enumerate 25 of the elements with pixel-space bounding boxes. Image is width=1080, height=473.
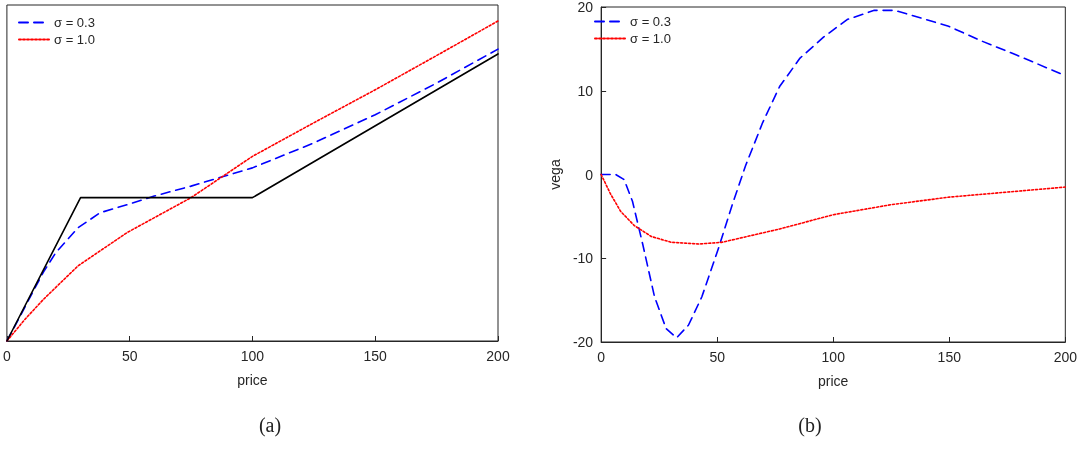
x-tick-label: 150 <box>937 349 962 365</box>
y-axis-title: vega <box>547 159 563 190</box>
y-tick-label: -20 <box>572 334 594 350</box>
x-axis-title: price <box>818 373 849 389</box>
x-tick-label: 200 <box>486 348 510 364</box>
y-tick-label: 20 <box>577 0 594 15</box>
x-tick-label: 100 <box>240 348 265 364</box>
text: (b) <box>797 414 823 437</box>
y-tick-label: -10 <box>572 250 594 267</box>
y-tick-label: 10 <box>577 82 594 99</box>
x-tick-label: 150 <box>363 348 388 364</box>
y-tick-label: 0 <box>585 166 594 183</box>
legend-label: σ = 1.0 <box>630 31 671 46</box>
line-series <box>600 173 1067 245</box>
x-tick-label: 50 <box>121 348 138 364</box>
x-tick-label: 0 <box>2 348 11 364</box>
x-axis-title: price <box>237 372 268 388</box>
x-tick-label: 0 <box>597 349 606 365</box>
legend-label: σ = 1.0 <box>54 32 95 47</box>
legend-label: σ = 0.3 <box>54 15 95 30</box>
text: (a) <box>257 414 283 437</box>
legend-label: σ = 0.3 <box>630 14 671 29</box>
x-tick-label: 50 <box>709 349 726 365</box>
x-tick-label: 100 <box>821 349 846 365</box>
x-tick-label: 200 <box>1053 349 1078 365</box>
